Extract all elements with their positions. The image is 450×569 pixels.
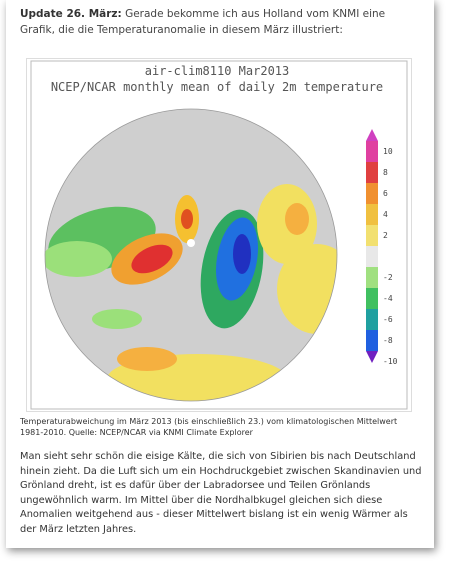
colorbar-tick-label: -2 <box>383 273 393 282</box>
colorbar-tick-label: 8 <box>383 168 388 177</box>
figure: air-clim8110 Mar2013 NCEP/NCAR monthly m… <box>26 58 412 412</box>
map-title: air-clim8110 Mar2013 <box>145 64 290 78</box>
globe-outline <box>44 108 338 402</box>
colorbar-tick-label: -4 <box>383 294 393 303</box>
intro-text: Gerade bekomme ich aus Holland vom KNMI … <box>20 8 386 36</box>
colorbar-tick-label: 6 <box>383 189 388 198</box>
colorbar-tick-label: -8 <box>383 336 393 345</box>
map-subtitle: NCEP/NCAR monthly mean of daily 2m tempe… <box>51 80 383 94</box>
plot-frame <box>30 60 408 410</box>
colorbar-tick-label: -10 <box>383 357 398 366</box>
figure-caption: Temperaturabweichung im März 2013 (bis e… <box>20 417 398 437</box>
anomaly-map: air-clim8110 Mar2013 NCEP/NCAR monthly m… <box>30 60 408 410</box>
body-text: Man sieht sehr schön die eisige Kälte, d… <box>20 451 422 535</box>
colorbar-tick-label: -6 <box>383 315 393 324</box>
colorbar <box>366 129 378 363</box>
colorbar-tick-label: 2 <box>383 231 388 240</box>
blog-post: Update 26. März: Gerade bekomme ich aus … <box>6 0 434 548</box>
intro: Update 26. März: Gerade bekomme ich aus … <box>20 6 420 38</box>
colorbar-tick-label: 10 <box>383 147 393 156</box>
update-label: Update 26. März: <box>20 8 122 20</box>
colorbar-tick-label: 4 <box>383 210 388 219</box>
map-field <box>45 109 337 401</box>
